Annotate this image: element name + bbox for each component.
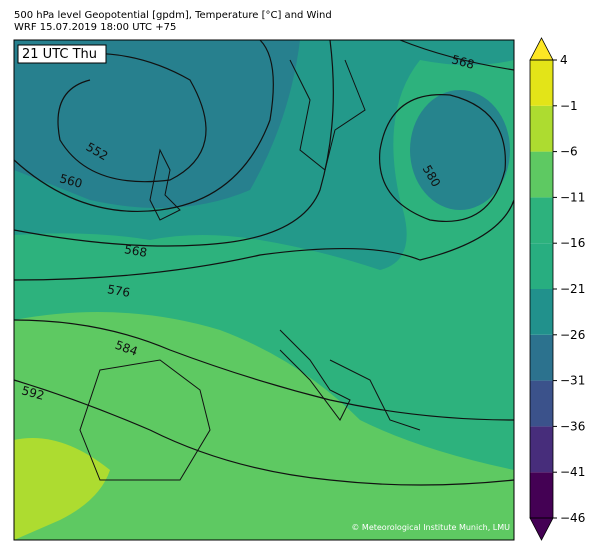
colorbar-band — [530, 60, 553, 106]
contour-label: 576 — [106, 282, 131, 300]
contour-label: 592 — [20, 383, 46, 402]
colorbar-tick-label: −16 — [560, 236, 585, 250]
colorbar-tick-label: −11 — [560, 190, 585, 204]
colorbar-band — [530, 472, 553, 518]
colorbar-tick-label: −1 — [560, 99, 578, 113]
colorbar-over — [529, 37, 554, 61]
contour-line — [13, 379, 515, 486]
cold-core-east — [410, 90, 510, 210]
contour-line — [13, 39, 334, 247]
contour-line — [399, 39, 515, 71]
title: 500 hPa level Geopotential [gpdm], Tempe… — [14, 10, 332, 21]
colorbar-tick-label: −6 — [560, 145, 578, 159]
contour-label: 560 — [58, 171, 84, 190]
colorbar-tick-label: −46 — [560, 511, 585, 525]
colorbar-band — [530, 197, 553, 244]
hot-region — [14, 438, 110, 540]
colorbar-tick-label: −31 — [560, 374, 585, 388]
contour-line — [13, 39, 274, 213]
contour-line — [39, 52, 207, 183]
colorbar-tick-label: −41 — [560, 465, 585, 479]
map-frame — [13, 39, 515, 541]
copyright: © Meteorological Institute Munich, LMU — [351, 523, 510, 532]
colorbar-tick-label: −36 — [560, 419, 585, 433]
colorbar-under — [529, 517, 554, 541]
colorbar-tick-label: −21 — [560, 282, 585, 296]
coastline — [79, 59, 421, 481]
colorbar-band — [530, 289, 553, 335]
time-label: 21 UTC Thu — [22, 47, 97, 62]
colorbar-band — [530, 426, 553, 473]
contour-line — [13, 199, 515, 281]
warm-region — [14, 312, 514, 540]
time-label-box — [17, 44, 107, 64]
colorbar-band — [530, 243, 553, 289]
colorbar-band — [530, 105, 553, 152]
colorbar-tick-label: 4 — [560, 53, 568, 67]
contour-line — [13, 319, 515, 421]
colorbar-tick-label: −26 — [560, 328, 585, 342]
colorbar-band — [530, 380, 553, 427]
contour-label: 568 — [123, 242, 148, 260]
contour-label: 568 — [450, 52, 476, 71]
map: 21 UTC Thu © Meteorological Institute Mu… — [13, 39, 515, 541]
subtitle: WRF 15.07.2019 18:00 UTC +75 — [14, 22, 176, 33]
colorbar-band — [530, 151, 553, 198]
colorbar-band — [530, 334, 553, 381]
contour-line — [378, 94, 506, 222]
